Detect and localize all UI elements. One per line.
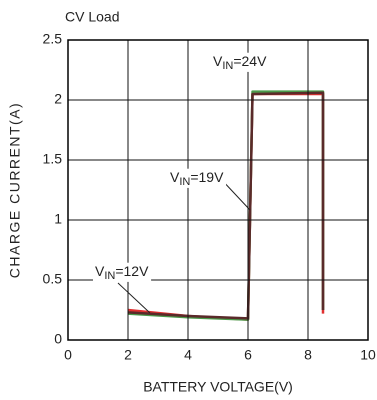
x-tick-label: 4 <box>184 347 192 363</box>
plot-frame <box>67 39 369 341</box>
x-tick-label: 10 <box>360 347 376 363</box>
y-tick-label: 1 <box>54 211 62 227</box>
chart-subtitle: CV Load <box>65 9 119 25</box>
x-axis-label: BATTERY VOLTAGE(V) <box>143 379 293 395</box>
annotation-subscript: IN <box>179 176 190 188</box>
data-line <box>127 90 325 321</box>
annotation-part: =19V <box>190 169 224 185</box>
data-line <box>127 91 325 320</box>
annotation-subscript: IN <box>104 270 115 282</box>
annotation-part: =24V <box>233 53 267 69</box>
annotation-part: =12V <box>115 263 149 279</box>
y-axis-label: CHARGE CURRENT(A) <box>7 102 23 278</box>
annotation: VIN=24V <box>213 53 267 72</box>
x-tick-label: 8 <box>304 347 312 363</box>
leader-line <box>117 282 151 314</box>
y-tick-label: 2 <box>54 91 62 107</box>
annotation: VIN=12V <box>95 263 149 282</box>
x-tick-label: 0 <box>64 347 72 363</box>
annotation-bg <box>211 52 270 72</box>
annotation: VIN=19V <box>170 169 224 188</box>
annotation-part: V <box>213 53 223 69</box>
annotation-subscript: IN <box>222 60 233 72</box>
y-tick-label: 0.5 <box>43 271 63 287</box>
y-tick-label: 2.5 <box>43 31 63 47</box>
data-line <box>127 92 325 321</box>
x-tick-label: 6 <box>244 347 252 363</box>
y-tick-label: 1.5 <box>43 151 63 167</box>
x-tick-label: 2 <box>124 347 132 363</box>
annotation-bg <box>168 168 227 188</box>
annotation-part: V <box>170 169 180 185</box>
annotation-bg <box>93 262 152 282</box>
y-tick-label: 0 <box>54 331 62 347</box>
annotation-part: V <box>95 263 105 279</box>
